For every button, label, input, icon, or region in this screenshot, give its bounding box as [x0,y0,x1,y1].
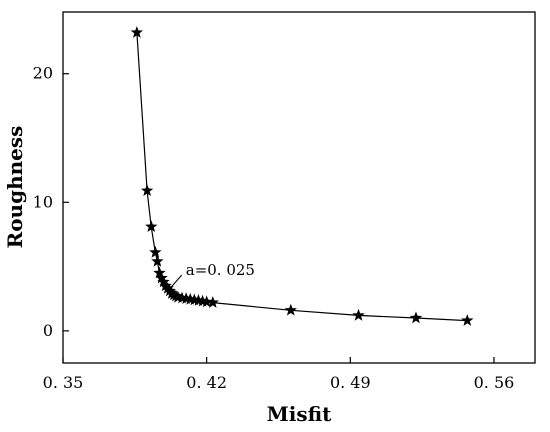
series-markers [130,26,474,326]
axis-ticks [62,73,495,363]
data-point-star [153,266,166,279]
data-point-star [461,314,474,326]
data-point-star [157,275,170,288]
data-point-star [159,279,172,292]
annotations: a=0. 025 [167,261,255,292]
annotation-leader [167,274,183,292]
data-point-star [151,254,164,267]
x-tick-label: 0. 56 [474,373,515,392]
data-point-star [284,303,297,316]
x-tick-label: 0. 35 [43,373,84,392]
data-point-star [352,308,365,321]
data-point-star [149,245,162,258]
data-point-star [200,295,213,308]
y-tick-label: 10 [33,192,53,211]
data-point-star [409,311,423,324]
y-tick-label: 0 [43,321,53,340]
y-axis-label: Roughness [3,126,27,249]
data-point-star [206,296,219,308]
plot-frame [62,11,536,364]
y-tick-label: 20 [33,64,53,83]
x-tick-label: 0. 42 [186,373,227,392]
data-point-star [161,281,174,294]
data-point-star [145,220,158,232]
data-point-star [163,284,176,297]
data-point-star [130,26,144,38]
data-point-star [155,271,168,284]
data-point-star [140,184,154,196]
x-tick-label: 0. 49 [330,373,371,392]
tick-labels: 0. 35 0. 42 0. 49 0. 56 0 10 20 [33,64,515,392]
annotation-label: a=0. 025 [186,261,255,279]
x-axis-label: Misfit [267,402,333,426]
